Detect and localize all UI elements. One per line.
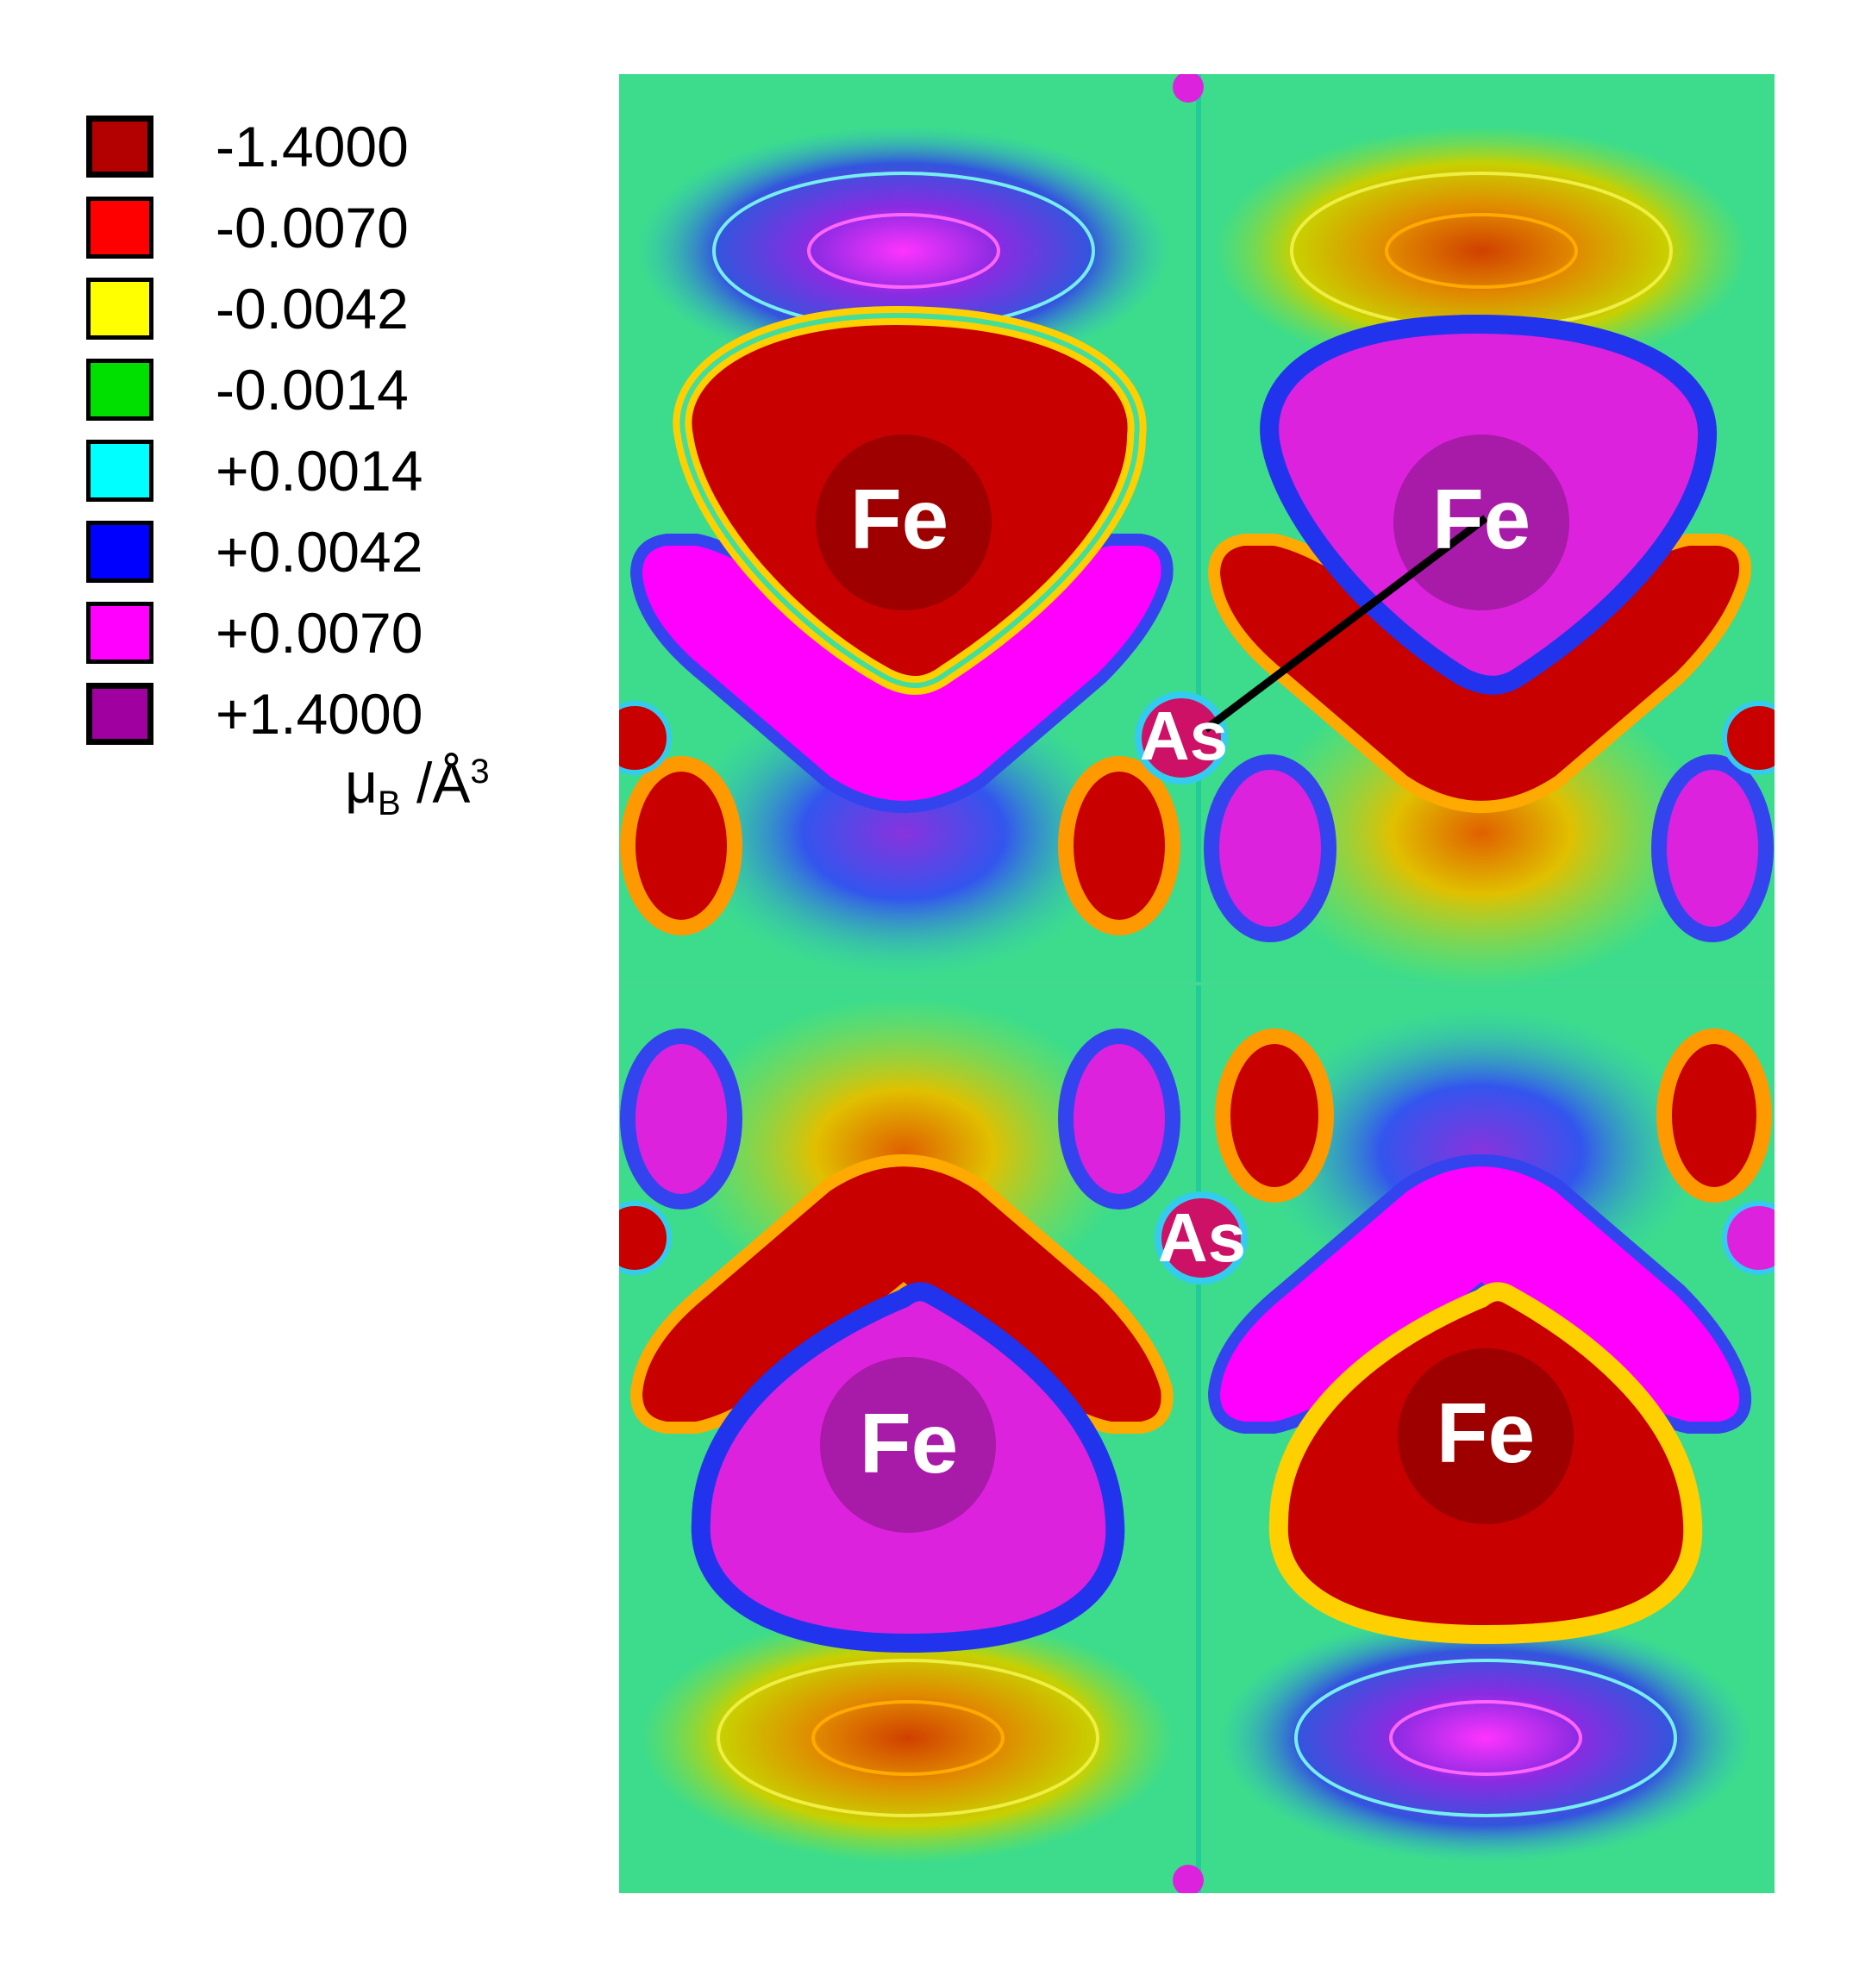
atom-label: Fe	[1437, 1385, 1535, 1480]
unit-base: μ	[345, 751, 379, 815]
atom-label: As	[1158, 1199, 1246, 1276]
lobe-bottom-right-contour	[1294, 1659, 1677, 1817]
legend-swatch	[86, 602, 153, 664]
corner-atom	[1173, 1865, 1204, 1893]
lobe-magenta-right-small	[1651, 754, 1774, 942]
legend-value: -0.0014	[216, 358, 409, 422]
legend-entry: +0.0070	[86, 597, 569, 678]
lobe-magenta-left-small	[1204, 754, 1337, 942]
lobe-bottom-left-contour	[717, 1659, 1099, 1817]
atom-label: As	[1140, 697, 1228, 774]
edge-atom	[619, 701, 672, 775]
fan-top-left	[679, 686, 1128, 979]
atom-label: Fe	[860, 1396, 958, 1491]
legend-entry: -0.0070	[86, 191, 569, 272]
fe-core-bottom-right	[1398, 1348, 1574, 1524]
legend-swatch	[86, 683, 153, 745]
corner-atom	[1173, 74, 1204, 103]
legend-entry: -0.0042	[86, 272, 569, 353]
legend-entry: +0.0014	[86, 434, 569, 516]
legend-swatch	[86, 197, 153, 259]
as-atom-lower	[1155, 1191, 1248, 1285]
legend-swatch	[86, 440, 153, 502]
unit-subscript: B	[378, 785, 401, 823]
legend-entry: -0.0014	[86, 353, 569, 434]
fe-as-bond	[1203, 515, 1488, 733]
color-legend: -1.4000 -0.0070 -0.0042 -0.0014 +0.0014 …	[86, 110, 569, 759]
atom-label: Fe	[850, 472, 948, 566]
legend-swatch	[86, 359, 153, 421]
legend-entry: +0.0042	[86, 516, 569, 597]
unit-mid: /Å	[400, 751, 471, 815]
lobe-red-right-small	[1656, 1028, 1772, 1203]
lobe-top-right	[1214, 126, 1749, 376]
legend-swatch	[86, 278, 153, 340]
lobe-magenta-right-small	[1058, 1028, 1180, 1210]
as-atom-upper	[1135, 691, 1228, 785]
legend-swatch	[86, 521, 153, 583]
legend-entry: +1.4000	[86, 678, 569, 759]
lobe-red-left-small	[620, 756, 742, 935]
lobe-bottom-right-contour	[1389, 1700, 1582, 1776]
lobe-bottom-right	[1218, 1613, 1753, 1863]
lobe-top-right-contour	[1385, 213, 1578, 289]
legend-value: +0.0042	[216, 520, 423, 584]
lobe-bottom-left	[641, 1613, 1175, 1863]
legend-unit: μB /Å3	[345, 750, 490, 823]
legend-value: -1.4000	[216, 115, 409, 178]
atom-label: Fe	[1432, 472, 1531, 566]
legend-value: +0.0070	[216, 601, 423, 665]
lobe-red-right-small	[1058, 756, 1180, 935]
unit-superscript: 3	[470, 753, 490, 791]
legend-swatch	[86, 116, 153, 178]
legend-value: +0.0014	[216, 439, 423, 503]
lobe-magenta-left-small	[620, 1028, 742, 1210]
legend-value: -0.0042	[216, 277, 409, 341]
legend-value: +1.4000	[216, 682, 423, 746]
edge-atom	[1722, 701, 1775, 775]
fe-core-bottom-left	[820, 1357, 996, 1533]
legend-value: -0.0070	[216, 196, 409, 259]
lobe-red-left-small	[1215, 1028, 1334, 1203]
lobe-bottom-left-contour	[811, 1700, 1005, 1776]
edge-atom	[619, 1201, 672, 1275]
lobe-top-left	[636, 126, 1171, 376]
lobe-top-left-contour	[807, 213, 1000, 289]
spin-density-map: Fe Fe Fe Fe As As	[619, 74, 1775, 1893]
legend-entry: -1.4000	[86, 110, 569, 191]
edge-atom	[1722, 1201, 1775, 1275]
fe-core-top-left	[816, 434, 992, 610]
